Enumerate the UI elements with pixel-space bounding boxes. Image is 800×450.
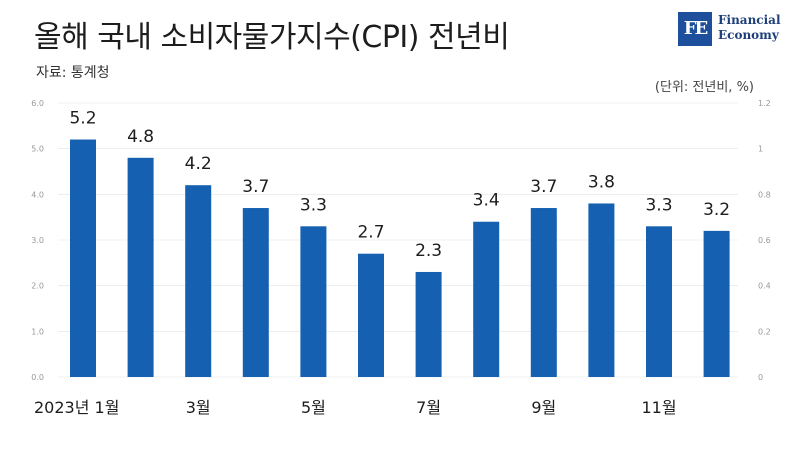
- bar: [588, 203, 615, 377]
- bar: [300, 226, 327, 377]
- y-tick-label: 4.0: [31, 190, 44, 199]
- x-tick-label: 7월: [416, 398, 441, 417]
- y-axis-right: 0 0.2 0.4 0.6 0.8 1 1.2: [758, 99, 771, 382]
- x-tick-label: 11월: [641, 398, 676, 417]
- bar: [358, 253, 384, 377]
- x-axis: 2023년 1월 3월 5월 7월 9월 11월: [34, 398, 677, 417]
- data-label: 4.2: [185, 154, 212, 174]
- bar: [703, 230, 730, 377]
- y-tick-label: 2.0: [31, 282, 44, 291]
- bar: [127, 157, 154, 377]
- data-label: 3.7: [530, 177, 557, 197]
- bar-series: [70, 139, 730, 377]
- bar: [70, 139, 96, 377]
- y2-tick-label: 0.8: [758, 190, 771, 199]
- y2-tick-label: 0: [758, 373, 763, 382]
- chart-title: 올해 국내 소비자물가지수(CPI) 전년비: [34, 20, 510, 55]
- data-label: 3.2: [703, 200, 730, 220]
- data-label: 3.4: [473, 191, 500, 211]
- bar: [473, 221, 500, 377]
- data-label: 5.2: [69, 109, 96, 129]
- publisher-logo: FE Financial Economy: [678, 12, 798, 48]
- gridlines: [58, 102, 738, 378]
- data-label: 3.3: [300, 195, 327, 215]
- logo-mark: FE: [678, 12, 712, 46]
- y2-tick-label: 0.4: [758, 282, 771, 291]
- unit-note: (단위: 전년비, %): [654, 80, 754, 95]
- bar: [415, 271, 442, 377]
- x-tick-label: 9월: [531, 398, 556, 417]
- bar: [530, 208, 557, 377]
- data-label: 2.3: [415, 241, 442, 261]
- y-tick-label: 0.0: [31, 373, 44, 382]
- logo-line-2: Economy: [718, 28, 779, 42]
- data-label: 3.8: [588, 172, 615, 192]
- data-label: 2.7: [357, 223, 384, 243]
- data-label: 4.8: [127, 127, 154, 147]
- data-labels: 5.2 4.8 4.2 3.7 3.3 2.7 2.3 3.4 3.7 3.8 3.3 3.2: [69, 109, 730, 261]
- y-axis-left: 0.0 1.0 2.0 3.0 4.0 5.0 6.0: [31, 99, 44, 382]
- bar: [185, 185, 212, 377]
- y2-tick-label: 1: [758, 145, 763, 154]
- y2-tick-label: 1.2: [758, 99, 771, 108]
- x-tick-label: 2023년 1월: [34, 398, 119, 417]
- data-label: 3.7: [242, 177, 269, 197]
- y-tick-label: 1.0: [31, 327, 44, 336]
- source-note: 자료: 통계청: [36, 65, 110, 81]
- y-tick-label: 6.0: [31, 99, 44, 108]
- y2-tick-label: 0.6: [758, 236, 771, 245]
- logo-wordmark: Financial Economy: [718, 13, 781, 43]
- y2-tick-label: 0.2: [758, 327, 771, 336]
- data-label: 3.3: [645, 195, 672, 215]
- logo-line-1: Financial: [718, 13, 781, 27]
- y-tick-label: 5.0: [31, 145, 44, 154]
- x-tick-label: 3월: [186, 398, 211, 417]
- bar: [242, 208, 269, 377]
- x-tick-label: 5월: [301, 398, 326, 417]
- chart-header: 올해 국내 소비자물가지수(CPI) 전년비 자료: 통계청 (단위: 전년비,…: [0, 0, 800, 95]
- y-tick-label: 3.0: [31, 236, 44, 245]
- bar: [646, 226, 672, 377]
